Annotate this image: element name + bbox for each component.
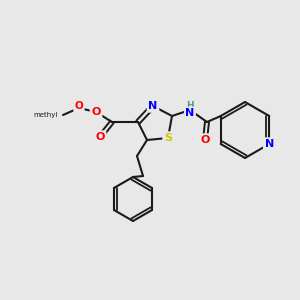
Text: O: O xyxy=(95,132,105,142)
Text: H: H xyxy=(186,100,194,109)
Text: N: N xyxy=(148,101,158,111)
Text: O: O xyxy=(75,101,83,111)
Text: methyl: methyl xyxy=(34,112,58,118)
Text: N: N xyxy=(185,108,195,118)
Text: O: O xyxy=(200,135,210,145)
Text: S: S xyxy=(164,133,172,143)
Text: N: N xyxy=(265,139,274,149)
Text: O: O xyxy=(91,107,101,117)
